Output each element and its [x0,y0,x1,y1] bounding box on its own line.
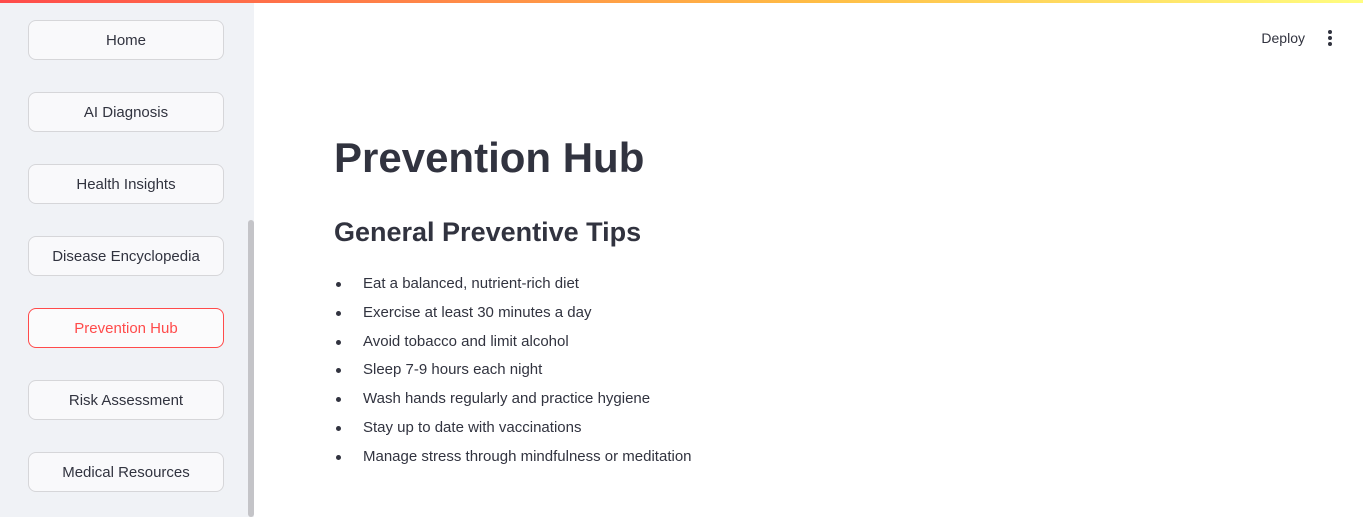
list-item: Exercise at least 30 minutes a day [334,299,1234,328]
sidebar-item-label: AI Diagnosis [83,103,169,121]
bullet-icon [336,310,341,316]
header-actions: Deploy [1261,26,1335,50]
bullet-icon [336,454,341,460]
sidebar-item-ai-diagnosis[interactable]: AI Diagnosis [28,92,224,132]
main-content: Prevention Hub General Preventive Tips E… [334,130,1234,472]
bullet-icon [336,282,341,287]
sidebar-item-label: Home [105,31,146,49]
list-item: Sleep 7-9 hours each night [334,356,1234,385]
list-item: Avoid tobacco and limit alcohol [334,328,1234,357]
sidebar-item-home[interactable]: Home [28,20,224,60]
page-title: Prevention Hub [334,134,645,181]
bullet-icon [336,339,341,345]
deploy-button[interactable]: Deploy [1261,30,1305,46]
kebab-menu-icon[interactable] [1325,28,1335,48]
sidebar-item-label: Risk Assessment [68,391,184,409]
sidebar-item-label: Medical Resources [62,463,190,481]
sidebar: Home AI Diagnosis Health Insights Diseas… [0,0,254,517]
sidebar-item-health-insights[interactable]: Health Insights [28,164,224,204]
bullet-icon [336,425,341,431]
section-title: General Preventive Tips [334,217,642,247]
sidebar-item-prevention-hub[interactable]: Prevention Hub [28,308,224,348]
bullet-icon [336,368,341,374]
list-item: Stay up to date with vaccinations [334,414,1234,443]
tips-list: Eat a balanced, nutrient-rich diet Exerc… [334,270,1234,472]
top-decoration-bar [0,0,1363,3]
sidebar-scrollbar[interactable] [248,220,254,517]
bullet-icon [336,397,341,403]
sidebar-item-label: Disease Encyclopedia [52,247,200,265]
sidebar-item-medical-resources[interactable]: Medical Resources [28,452,224,492]
sidebar-item-disease-encyclopedia[interactable]: Disease Encyclopedia [28,236,224,276]
list-item: Wash hands regularly and practice hygien… [334,385,1234,414]
list-item: Eat a balanced, nutrient-rich diet [334,270,1234,299]
sidebar-item-risk-assessment[interactable]: Risk Assessment [28,380,224,420]
sidebar-item-label: Prevention Hub [74,319,178,337]
list-item: Manage stress through mindfulness or med… [334,443,1234,472]
sidebar-item-label: Health Insights [76,175,176,193]
